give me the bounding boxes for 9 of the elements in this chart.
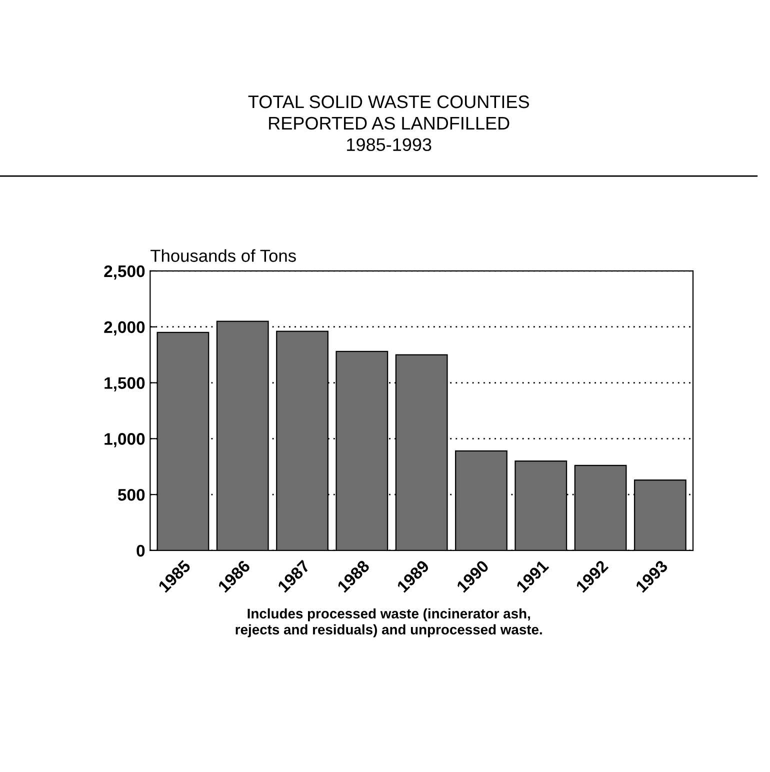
y-tick-label: 0	[136, 544, 145, 557]
y-tick-label: 1,500	[104, 377, 145, 392]
y-tick-label: 2,500	[104, 265, 145, 280]
text: Includes processed waste (incinerator ash, rejects and residuals) and unprocessed waste.	[236, 608, 542, 638]
y-tick-label: 2,000	[104, 321, 145, 336]
y-tick-label: 500	[118, 488, 145, 501]
y-axis-title: Thousands of Tons	[150, 249, 296, 262]
y-tick-label: 1,000	[104, 433, 145, 448]
chart-title: TOTAL SOLID WASTE COUNTIES REPORTED AS LANDFILLED 1985-1993	[248, 95, 529, 152]
